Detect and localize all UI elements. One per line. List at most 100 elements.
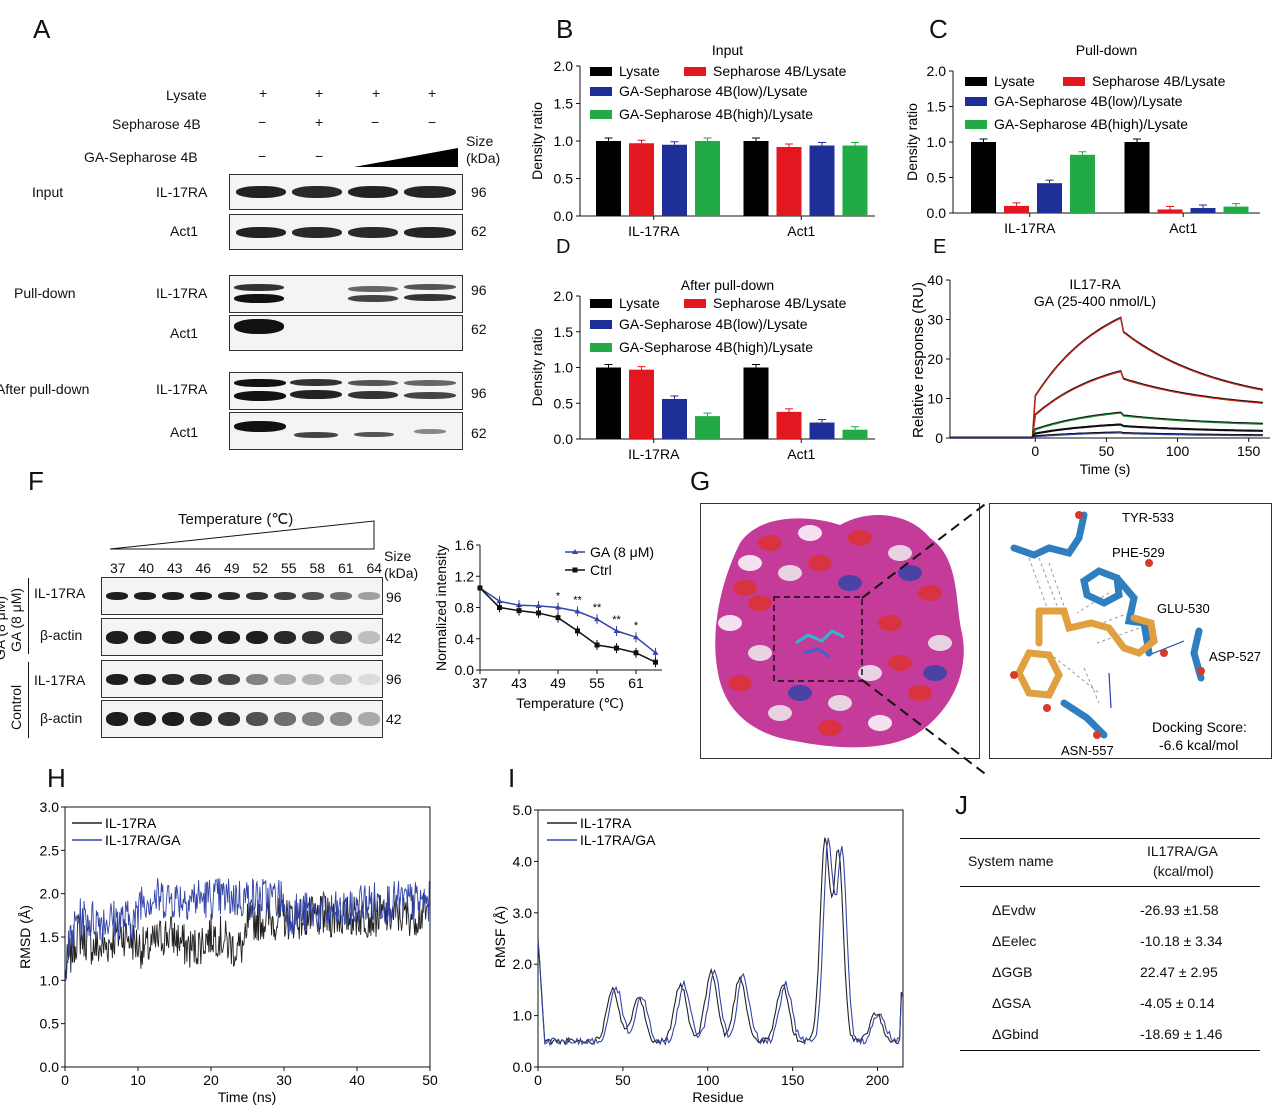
bar	[662, 398, 687, 439]
y-tick-label: 0.5	[554, 171, 574, 187]
kda-label: 96	[386, 671, 402, 687]
bar	[809, 145, 835, 216]
legend-swatch	[684, 299, 706, 308]
bar-chart-input: 0.0 0.5 1.0 1.5 2.0 Input Density ratio IL-17RA…	[529, 42, 875, 239]
rmsf-chart: 0.0 1.0 2.0 3.0 4.0 5.0 0 50 100 150 200 Residue RMS…	[492, 802, 904, 1105]
protein-label: IL-17RA	[34, 585, 86, 601]
surface-patch	[768, 705, 792, 721]
blot-band	[106, 673, 128, 685]
blot-band	[274, 630, 296, 644]
legend-label: GA-Sepharose 4B(low)/Lysate	[619, 83, 808, 99]
significance-mark: **	[593, 602, 602, 614]
data-point	[594, 642, 600, 648]
blot-band	[162, 712, 184, 726]
blot-band	[134, 673, 156, 685]
legend-label: GA-Sepharose 4B(high)/Lysate	[619, 339, 813, 355]
series-line	[64, 892, 430, 979]
y-tick-label: 1.0	[40, 972, 60, 988]
protein-label: IL-17RA	[156, 381, 208, 397]
significance-mark: **	[612, 614, 621, 626]
bar	[695, 416, 720, 439]
x-tick-label: 150	[781, 1072, 805, 1088]
x-tick-label: 55	[589, 675, 605, 691]
x-tick-label: 50	[1099, 443, 1115, 459]
y-tick-label: 1.2	[455, 568, 475, 584]
y-tick-label: 0.5	[40, 1016, 60, 1032]
kda-label: 62	[471, 223, 487, 239]
y-tick-label: 1.5	[554, 324, 574, 340]
surface-patch	[748, 595, 772, 611]
bar	[776, 147, 802, 216]
table-cell-value: 22.47 ± 2.95	[1140, 964, 1218, 980]
response-curve	[950, 431, 1263, 438]
surface-patch	[778, 565, 802, 581]
condition-mark: +	[315, 85, 324, 101]
temperature-gradient-wedge	[110, 520, 375, 550]
legend-label: Sepharose 4B/Lysate	[713, 63, 847, 79]
temperature-label: 40	[138, 560, 155, 576]
data-point	[633, 650, 639, 656]
legend-label: GA-Sepharose 4B(low)/Lysate	[994, 93, 1183, 109]
blot-band	[358, 592, 380, 600]
legend-label: IL-17RA	[580, 815, 632, 831]
panel-label-c: C	[929, 14, 948, 44]
kda-label: 42	[386, 711, 402, 727]
x-tick-label: 30	[276, 1072, 292, 1088]
condition-mark: +	[315, 114, 324, 130]
bar-chart-pulldown: 0.0 0.5 1.0 1.5 2.0 Pull-down Density ratio IL-…	[904, 42, 1260, 236]
y-tick-label: 1.6	[455, 537, 475, 553]
bar	[629, 143, 654, 216]
y-tick-label: 20	[927, 351, 943, 367]
y-tick-label: 3.0	[513, 905, 533, 921]
panel-label-f: F	[28, 466, 44, 496]
x-tick-label: 0	[61, 1072, 69, 1088]
group-label-afterpulldown: After pull-down	[0, 381, 90, 397]
legend-swatch	[590, 110, 612, 119]
bar	[695, 141, 720, 216]
y-tick-label: 1.0	[513, 1008, 533, 1024]
kda-label: 62	[471, 425, 487, 441]
legend-swatch	[590, 320, 612, 329]
series-line	[479, 587, 656, 663]
data-point	[497, 605, 502, 610]
y-tick-label: 0	[935, 430, 943, 446]
group-label-pulldown: Pull-down	[14, 285, 76, 301]
condition-mark: +	[428, 85, 437, 101]
panel-label-h: H	[47, 763, 66, 793]
bar	[842, 145, 868, 216]
surface-patch	[888, 655, 912, 671]
bar	[1223, 206, 1249, 213]
y-tick-label: 0.8	[455, 600, 475, 616]
y-axis-label: RMSD (Å)	[17, 905, 33, 969]
legend-label: IL-17RA	[105, 815, 157, 831]
surface-patch	[738, 555, 762, 571]
bar	[1190, 208, 1216, 213]
y-tick-label: 0.0	[40, 1059, 60, 1075]
protein-label: IL-17RA	[156, 184, 208, 200]
y-tick-label: 40	[927, 272, 943, 288]
bar	[1157, 209, 1183, 213]
blot-band	[330, 712, 352, 726]
protein-label: IL-17RA	[156, 285, 208, 301]
condition-mark: −	[315, 148, 324, 164]
response-curve	[950, 370, 1263, 438]
blot-band	[246, 712, 268, 726]
legend-swatch	[590, 343, 612, 352]
x-tick-label: 50	[615, 1072, 631, 1088]
surface-patch	[868, 715, 892, 731]
kda-label: 62	[471, 321, 487, 337]
data-point	[516, 602, 522, 608]
blot-band	[190, 673, 212, 685]
y-tick-label: 0.5	[554, 395, 574, 411]
data-point	[614, 645, 619, 651]
bar	[776, 411, 802, 439]
bar	[1037, 183, 1062, 213]
blot-band	[330, 673, 352, 685]
table-bottom-rule	[960, 1050, 1260, 1051]
surface-patch	[788, 685, 812, 701]
table-cell-value: -18.69 ± 1.46	[1140, 1026, 1223, 1042]
surface-patch	[898, 565, 922, 581]
x-tick-label: Act1	[787, 223, 815, 239]
blot-after-act1	[229, 412, 463, 450]
x-tick-label: 100	[696, 1072, 720, 1088]
